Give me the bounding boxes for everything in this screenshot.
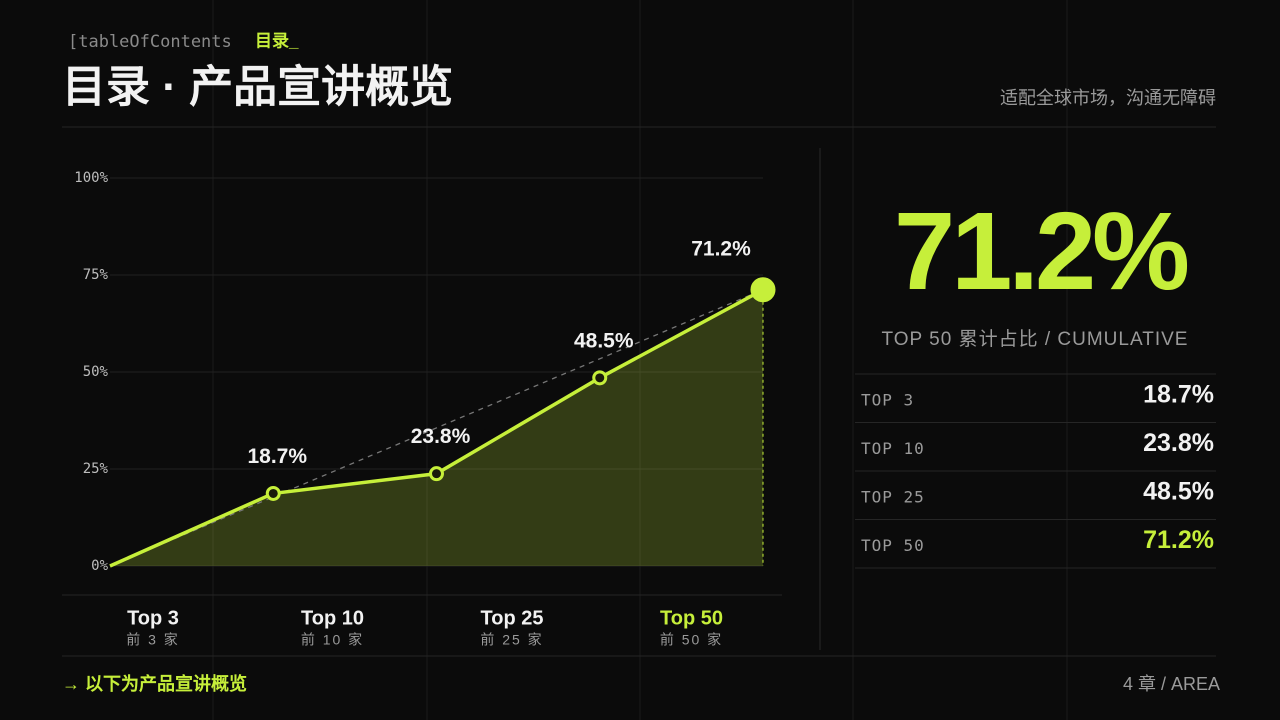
tag-accent: 目录_ <box>255 31 299 50</box>
x-sublabel: 前 3 家 <box>126 632 180 648</box>
row-label: TOP 25 <box>861 488 925 507</box>
x-tick-label: Top 10 <box>301 607 364 629</box>
value-label: 23.8% <box>411 425 471 448</box>
big-caption: TOP 50 累计占比 / CUMULATIVE <box>882 328 1189 350</box>
x-tick-label: Top 25 <box>481 607 544 629</box>
trend-line <box>109 289 764 567</box>
row-value: 23.8% <box>1143 429 1214 457</box>
value-label: 48.5% <box>574 329 634 352</box>
value-label: 18.7% <box>247 445 307 468</box>
footer-left: → 以下为产品宣讲概览 <box>62 673 247 694</box>
y-tick-label: 0% <box>91 558 108 574</box>
x-sublabel: 前 10 家 <box>301 632 364 648</box>
decor-grid <box>212 0 1068 720</box>
row-value: 48.5% <box>1143 478 1214 506</box>
x-tick-label: Top 3 <box>127 607 179 629</box>
y-tick-label: 100% <box>74 170 108 186</box>
y-tick-label: 25% <box>83 461 109 477</box>
x-sublabel: 前 50 家 <box>660 632 723 648</box>
point <box>265 485 281 501</box>
row-label: TOP 10 <box>861 439 925 458</box>
y-tick-label: 50% <box>83 364 109 380</box>
subtitle: 适配全球市场，沟通无障碍 <box>1000 88 1216 108</box>
big-number: 71.2% <box>894 190 1187 313</box>
row-label: TOP 50 <box>861 536 925 555</box>
tag: [tableOfContents <box>68 32 232 52</box>
row-value: 71.2% <box>1143 526 1214 554</box>
footer-right: 4 章 / AREA <box>1123 674 1220 694</box>
x-sublabel: 前 25 家 <box>480 632 543 648</box>
point <box>592 370 608 386</box>
value-label: 71.2% <box>691 237 751 260</box>
y-tick-label: 75% <box>83 267 109 283</box>
title: 目录 · 产品宣讲概览 <box>62 63 453 112</box>
row-label: TOP 3 <box>861 391 914 410</box>
point <box>750 277 776 303</box>
point <box>429 466 444 482</box>
x-tick-label: Top 50 <box>660 607 723 629</box>
row-value: 18.7% <box>1143 381 1214 409</box>
